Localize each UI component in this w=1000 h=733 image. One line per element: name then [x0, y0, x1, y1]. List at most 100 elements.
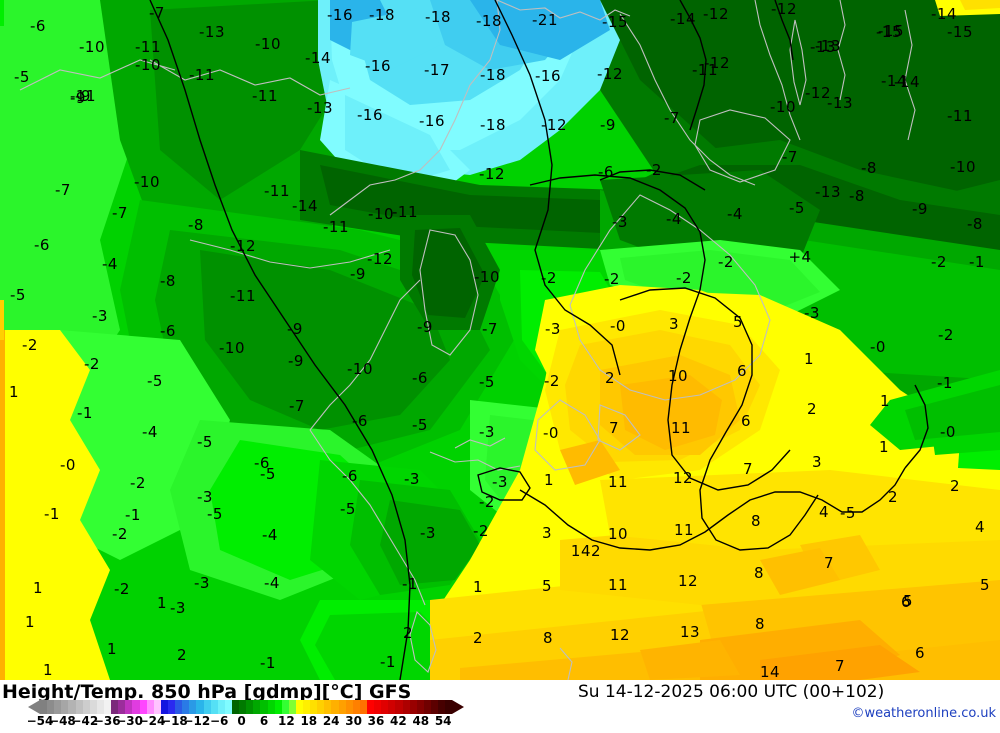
temperature-label: 11	[673, 521, 695, 539]
temperature-label: -4	[264, 574, 280, 592]
temperature-label: 8	[754, 615, 766, 633]
color-swatch	[395, 700, 403, 714]
map-field-svg	[0, 0, 1000, 680]
temperature-label: -6	[598, 163, 614, 181]
color-scale-tick: 24	[322, 714, 340, 728]
temperature-label: -9	[288, 352, 304, 370]
temperature-label: -2	[604, 270, 620, 288]
color-scale-tick: −18	[161, 714, 188, 728]
temperature-label: -14	[292, 197, 318, 215]
color-scale-tick: −12	[183, 714, 211, 728]
color-swatch	[303, 700, 311, 714]
temperature-label: -9	[70, 89, 86, 107]
color-swatch	[160, 700, 168, 714]
color-scale-high-cap	[452, 700, 464, 714]
temperature-label: -2	[130, 474, 146, 492]
temperature-label: -12	[703, 5, 729, 23]
temperature-label: -10	[219, 339, 245, 357]
color-scale-tick: 12	[278, 714, 295, 728]
temperature-label: -4	[727, 205, 743, 223]
color-swatch	[359, 700, 368, 714]
color-swatch	[203, 700, 211, 714]
temperature-label: -0	[60, 456, 76, 474]
temperature-label: -4	[102, 255, 118, 273]
color-swatch	[75, 700, 83, 714]
copyright-notice: ©weatheronline.co.uk	[851, 706, 996, 721]
color-swatch	[381, 700, 389, 714]
color-scale-tick: −30	[116, 714, 143, 728]
color-scale-tick: 18	[300, 714, 318, 728]
color-swatch	[118, 700, 126, 714]
color-scale-tick: −54	[26, 714, 54, 728]
temperature-label: -2	[938, 326, 954, 344]
color-swatch	[274, 700, 282, 714]
color-scale-tick: 42	[390, 714, 407, 728]
color-swatch	[40, 700, 48, 714]
temperature-label: -16	[357, 106, 383, 124]
temperature-label: 2	[806, 400, 818, 418]
color-swatch	[96, 700, 104, 714]
color-swatch	[438, 700, 446, 714]
temperature-label: 1	[878, 438, 890, 456]
color-scale-tick: 30	[345, 714, 362, 728]
temperature-label: -11	[947, 107, 973, 125]
temperature-label: -11	[189, 66, 215, 84]
temperature-label: -17	[424, 61, 450, 79]
temperature-label: -18	[369, 6, 395, 24]
color-swatch	[103, 700, 112, 714]
temperature-label: 1	[32, 579, 44, 597]
temperature-label: -7	[482, 320, 498, 338]
color-swatch	[431, 700, 439, 714]
color-swatch	[189, 700, 197, 714]
temperature-label: 6	[736, 362, 748, 380]
temperature-label: -16	[419, 112, 445, 130]
temperature-label: -2	[544, 372, 560, 390]
temperature-label: -16	[535, 67, 561, 85]
temperature-label: -9	[600, 116, 616, 134]
color-swatch	[352, 700, 360, 714]
temperature-label: 12	[672, 469, 694, 487]
color-scale-tick: 48	[412, 714, 430, 728]
color-swatch	[416, 700, 424, 714]
color-scale-tick: −36	[93, 714, 121, 728]
temperature-label: -7	[55, 181, 71, 199]
temperature-label: -11	[230, 287, 256, 305]
color-swatch	[288, 700, 296, 714]
temperature-label: -9	[75, 87, 91, 105]
temperature-label: -2	[676, 269, 692, 287]
temperature-label: -6	[34, 236, 50, 254]
temperature-label: -10	[134, 173, 160, 191]
model-run-info: Su 14-12-2025 06:00 UTC (00+102)	[578, 682, 885, 702]
temperature-label: -3	[197, 488, 213, 506]
temperature-label: 10	[667, 367, 689, 385]
temperature-label: -10	[368, 205, 394, 223]
temperature-label: 14	[759, 663, 781, 680]
temperature-label: -3	[479, 423, 495, 441]
temperature-label: -2	[541, 269, 557, 287]
color-swatch	[267, 700, 275, 714]
temperature-label: -6	[254, 454, 270, 472]
temperature-label: 7	[823, 554, 835, 572]
color-swatch	[210, 700, 218, 714]
color-swatch	[146, 700, 154, 714]
temperature-label: 1	[24, 613, 36, 631]
temperature-label: -11	[392, 203, 418, 221]
color-swatch	[224, 700, 232, 714]
color-scale-tick: −6	[209, 714, 229, 728]
temperature-label: 1	[8, 383, 20, 401]
temperature-label: 5	[541, 577, 553, 595]
temperature-label: -4	[666, 210, 682, 228]
temperature-label: -5	[412, 416, 428, 434]
temperature-label: -6	[30, 17, 46, 35]
temperature-label: 3	[811, 453, 823, 471]
temperature-label: -4	[142, 423, 158, 441]
temperature-label: -1	[937, 374, 953, 392]
temperature-label: -3	[420, 524, 436, 542]
temperature-label: -14	[305, 49, 331, 67]
temperature-label: -10	[950, 158, 976, 176]
weather-map[interactable]: -6 -10 -13 -10 -14 -7 -16 -18 -18 -18 -21 -15 -14 -12…	[0, 0, 1000, 680]
color-swatch	[317, 700, 325, 714]
temperature-label: -8	[160, 272, 176, 290]
temperature-label: -11	[252, 87, 278, 105]
color-swatch	[61, 700, 69, 714]
